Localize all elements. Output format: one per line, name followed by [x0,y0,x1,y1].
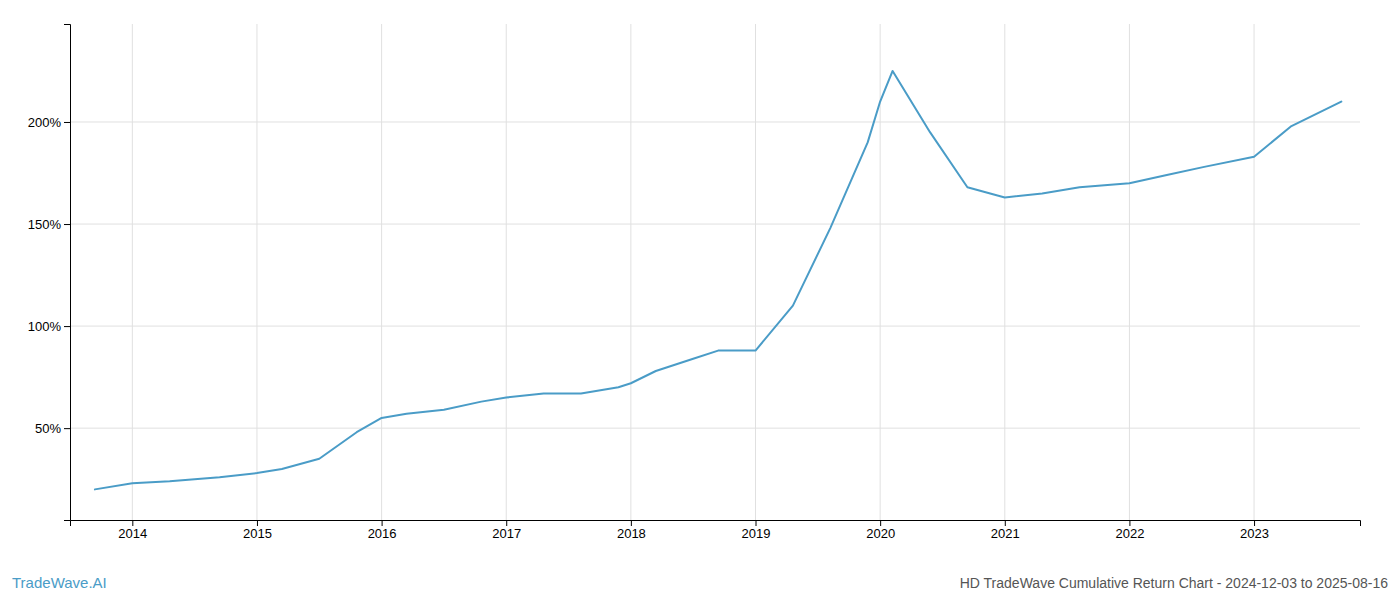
y-tick-mark [64,428,70,429]
x-tick-mark [506,520,507,526]
y-tick-mark [64,224,70,225]
x-tick-mark [257,520,258,526]
x-tick-mark [631,520,632,526]
x-tick: 2022 [1115,520,1144,541]
chart: 2014 2015 2016 2017 2018 2019 2020 2021 2022 2023… [0,0,1400,600]
x-tick-mark [1254,520,1255,526]
grid-line-x [755,24,756,520]
y-tick-label: 50% [35,421,61,436]
x-tick-label: 2018 [617,526,646,541]
x-tick: 2019 [742,520,771,541]
annotation: TradeWave.AI [12,574,107,591]
line [95,71,1341,489]
x-axis-line [71,521,1361,527]
x-tick: 2016 [368,520,397,541]
grid-line-x [256,24,257,520]
grid-line-x [1004,24,1005,520]
y-tick-label: 150% [28,217,62,232]
grid-line-x [132,24,133,520]
grid [70,24,1360,520]
x-tick-label: 2014 [118,526,147,541]
x-tick-mark [756,520,757,526]
grid-line-y [70,326,1360,327]
x-tick: 2021 [991,520,1020,541]
x-tick-label: 2021 [991,526,1020,541]
x-tick: 2020 [866,520,895,541]
x-tick: 2014 [118,520,147,541]
y-axis-line [64,25,71,521]
y-axis: 50% 100% 150% 200% [28,25,71,521]
x-tick: 2017 [492,520,521,541]
plot-area [95,71,1341,489]
title: HD TradeWave Cumulative Return Chart - 2… [960,575,1388,591]
x-tick-mark [1005,520,1006,526]
x-tick-mark [880,520,881,526]
x-tick-label: 2016 [368,526,397,541]
grid-line-y [70,428,1360,429]
x-tick-label: 2022 [1115,526,1144,541]
x-tick-mark [132,520,133,526]
x-tick: 2015 [243,520,272,541]
x-tick-mark [382,520,383,526]
y-tick: 100% [28,319,70,334]
x-tick-label: 2019 [742,526,771,541]
x-tick-label: 2015 [243,526,272,541]
y-tick-label: 200% [28,115,62,130]
x-tick-label: 2017 [492,526,521,541]
y-tick: 200% [28,115,70,130]
y-tick-label: 100% [28,319,62,334]
x-tick: 2018 [617,520,646,541]
x-tick-label: 2020 [866,526,895,541]
x-tick-mark [1129,520,1130,526]
grid-line-x [381,24,382,520]
grid-line-y [70,121,1360,122]
grid-line-x [1254,24,1255,520]
y-tick-mark [64,326,70,327]
grid-line-y [70,224,1360,225]
x-tick-label: 2023 [1240,526,1269,541]
grid-line-x [630,24,631,520]
grid-line-x [506,24,507,520]
x-axis: 2014 2015 2016 2017 2018 2019 2020 2021 2022 2023 [71,520,1361,541]
y-tick-mark [64,122,70,123]
grid-line-x [1129,24,1130,520]
y-tick: 150% [28,217,70,232]
x-tick: 2023 [1240,520,1269,541]
y-tick: 50% [35,421,70,436]
